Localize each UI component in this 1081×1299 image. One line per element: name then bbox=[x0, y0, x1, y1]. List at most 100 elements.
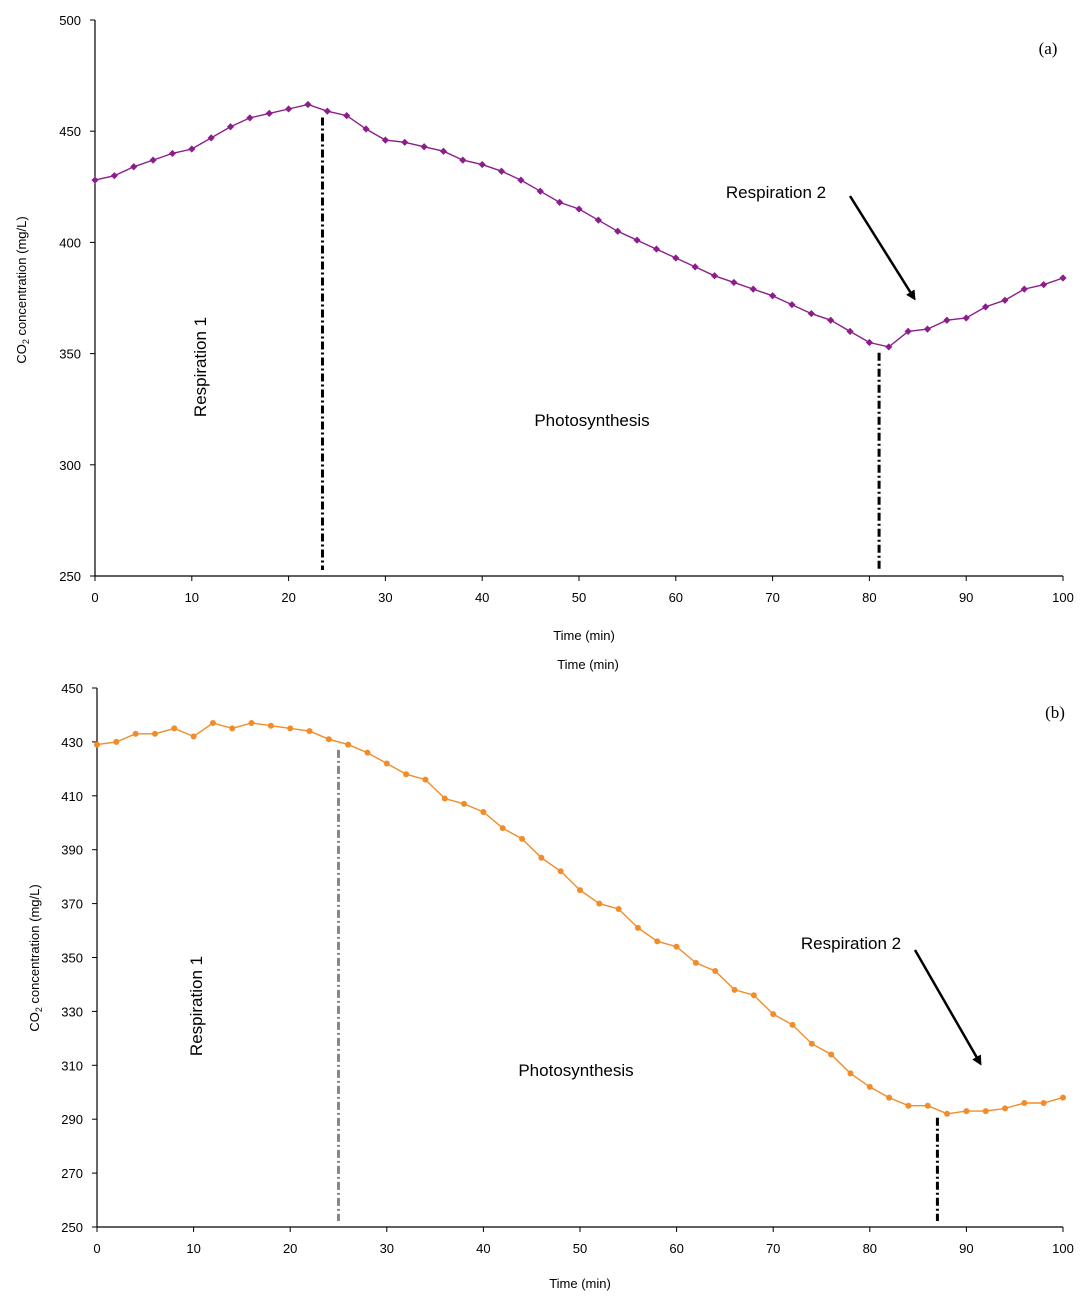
panel-b-y-tick-label: 410 bbox=[61, 789, 83, 804]
panel-b-data-point bbox=[209, 720, 216, 727]
panel-a-data-point bbox=[478, 160, 486, 169]
panel-b-data-point bbox=[306, 728, 313, 735]
panel-a-data-point bbox=[865, 338, 873, 347]
panel-b-series-line bbox=[96, 722, 1064, 1115]
panel-a-data-point bbox=[730, 278, 738, 287]
panel-a-x-tick-label: 40 bbox=[475, 590, 489, 605]
panel-a-x-tick-label: 50 bbox=[572, 590, 586, 605]
panel-b-data-point bbox=[1021, 1100, 1028, 1107]
panel-a-data-point bbox=[652, 245, 661, 253]
panel-a: 0 10 20 30 40 50 60 70 80 90 100 250 300 350 400 450 500… bbox=[14, 13, 1074, 672]
panel-a-marks: 0 10 20 30 40 50 60 70 80 90 100 250 300 350 400 450 500 bbox=[59, 13, 1074, 605]
panel-a-x-tick-label: 20 bbox=[281, 590, 295, 605]
panel-b-x-tick-label: 40 bbox=[476, 1241, 490, 1256]
panel-b-data-point bbox=[692, 959, 699, 966]
panel-b-data-point bbox=[789, 1021, 796, 1028]
panel-a-photosynthesis-label: Photosynthesis bbox=[534, 411, 649, 430]
panel-a-series-line bbox=[94, 103, 1064, 348]
panel-b-data-point bbox=[731, 986, 738, 993]
panel-b-data-point bbox=[403, 771, 410, 778]
panel-a-x-tick-label: 100 bbox=[1052, 590, 1074, 605]
panel-a-data-point bbox=[943, 316, 951, 324]
panel-b-marks: 0 10 20 30 40 50 60 70 80 90 100 250 270 290 310 330 350… bbox=[61, 681, 1074, 1256]
panel-b-x-tick-label: 70 bbox=[766, 1241, 780, 1256]
panel-b-data-point bbox=[287, 725, 294, 732]
panel-a-data-point bbox=[749, 285, 757, 293]
panel-b-data-point bbox=[461, 800, 468, 807]
panel-b-x-tick-label: 10 bbox=[186, 1241, 200, 1256]
panel-b-data-point bbox=[422, 776, 429, 783]
panel-b-y-tick-label: 390 bbox=[61, 843, 83, 858]
panel-a-x-tick-label: 30 bbox=[378, 590, 392, 605]
panel-a-x-tick-label: 80 bbox=[862, 590, 876, 605]
panel-b-respiration-2-arrow bbox=[913, 949, 982, 1066]
panel-a-data-point bbox=[827, 316, 835, 324]
panel-a-respiration-2-arrow bbox=[848, 195, 916, 301]
panel-a-data-point bbox=[536, 187, 544, 195]
panel-a-data-point bbox=[188, 145, 196, 153]
panel-a-data-point bbox=[691, 263, 699, 271]
panel-b-y-axis-title: CO2 concentration (mg/L) bbox=[27, 884, 44, 1031]
panel-b-data-point bbox=[963, 1108, 970, 1115]
panel-a-data-point bbox=[846, 327, 854, 335]
panel-b-data-point bbox=[712, 967, 719, 974]
panel-a-data-point bbox=[556, 198, 564, 206]
panel-a-data-point bbox=[594, 216, 602, 224]
panel-a-data-point bbox=[672, 254, 680, 262]
panel-b-y-tick-label: 310 bbox=[61, 1058, 83, 1073]
panel-b-data-point bbox=[808, 1040, 815, 1047]
panel-b-data-point bbox=[982, 1108, 989, 1115]
panel-b-data-point bbox=[132, 730, 139, 737]
panel-b-data-point bbox=[924, 1102, 931, 1109]
panel-a-y-tick-label: 300 bbox=[59, 458, 81, 473]
panel-a-data-point bbox=[923, 325, 932, 333]
panel-b-data-point bbox=[267, 722, 274, 729]
panel-a-data-point bbox=[323, 107, 331, 115]
panel-a-data-point bbox=[226, 123, 235, 131]
panel-a-data-point bbox=[246, 114, 254, 122]
panel-a-respiration-2-label: Respiration 2 bbox=[726, 183, 826, 202]
panel-a-data-point bbox=[904, 327, 912, 335]
panel-a-data-point bbox=[981, 303, 990, 311]
panel-b-data-point bbox=[229, 725, 236, 732]
panel-a-x-tick-label: 70 bbox=[765, 590, 779, 605]
panel-b-data-point bbox=[944, 1110, 951, 1117]
panel-a-data-point bbox=[304, 100, 312, 109]
panel-a-x-tick-label: 10 bbox=[185, 590, 199, 605]
panel-a-data-point bbox=[962, 314, 970, 322]
panel-b-x-tick-label: 60 bbox=[669, 1241, 683, 1256]
panel-a-data-point bbox=[885, 343, 893, 351]
panel-b-data-point bbox=[1060, 1094, 1066, 1101]
panel-b-data-point bbox=[673, 943, 680, 950]
panel-b-data-point bbox=[770, 1011, 777, 1018]
panel-a-data-point bbox=[633, 236, 641, 244]
panel-b-data-point bbox=[828, 1051, 835, 1058]
panel-b-data-point bbox=[1040, 1100, 1047, 1107]
panel-b-x-tick-label: 80 bbox=[863, 1241, 877, 1256]
panel-a-data-point bbox=[497, 167, 506, 175]
panel-a-data-point bbox=[1040, 281, 1048, 289]
panel-a-data-point bbox=[91, 176, 99, 184]
panel-b-data-point bbox=[441, 795, 448, 802]
panel-a-data-point bbox=[401, 138, 409, 146]
panel-b-data-point bbox=[499, 825, 506, 832]
panel-b-respiration-2-label: Respiration 2 bbox=[801, 934, 901, 953]
panel-a-data-point bbox=[807, 309, 815, 318]
panel-a-data-point bbox=[130, 163, 138, 171]
panel-b-data-point bbox=[151, 730, 158, 737]
panel-a-extra-x-axis-title: Time (min) bbox=[557, 657, 619, 672]
panel-a-data-point bbox=[459, 156, 467, 164]
panel-b-data-point bbox=[364, 749, 371, 756]
panel-b-y-tick-label: 330 bbox=[61, 1004, 83, 1019]
panel-b-data-point bbox=[538, 854, 545, 861]
panel-b-x-tick-label: 0 bbox=[93, 1241, 100, 1256]
panel-b-data-point bbox=[190, 733, 197, 740]
panel-b-respiration-1-label: Respiration 1 bbox=[187, 956, 206, 1056]
panel-b-y-tick-label: 290 bbox=[61, 1112, 83, 1127]
panel-b-data-point bbox=[113, 738, 120, 745]
panel-a-data-point bbox=[207, 134, 215, 142]
panel-a-x-axis-title: Time (min) bbox=[553, 628, 615, 643]
panel-a-y-tick-label: 500 bbox=[59, 13, 81, 28]
panel-b-y-tick-label: 430 bbox=[61, 735, 83, 750]
panel-a-data-point bbox=[710, 272, 719, 280]
